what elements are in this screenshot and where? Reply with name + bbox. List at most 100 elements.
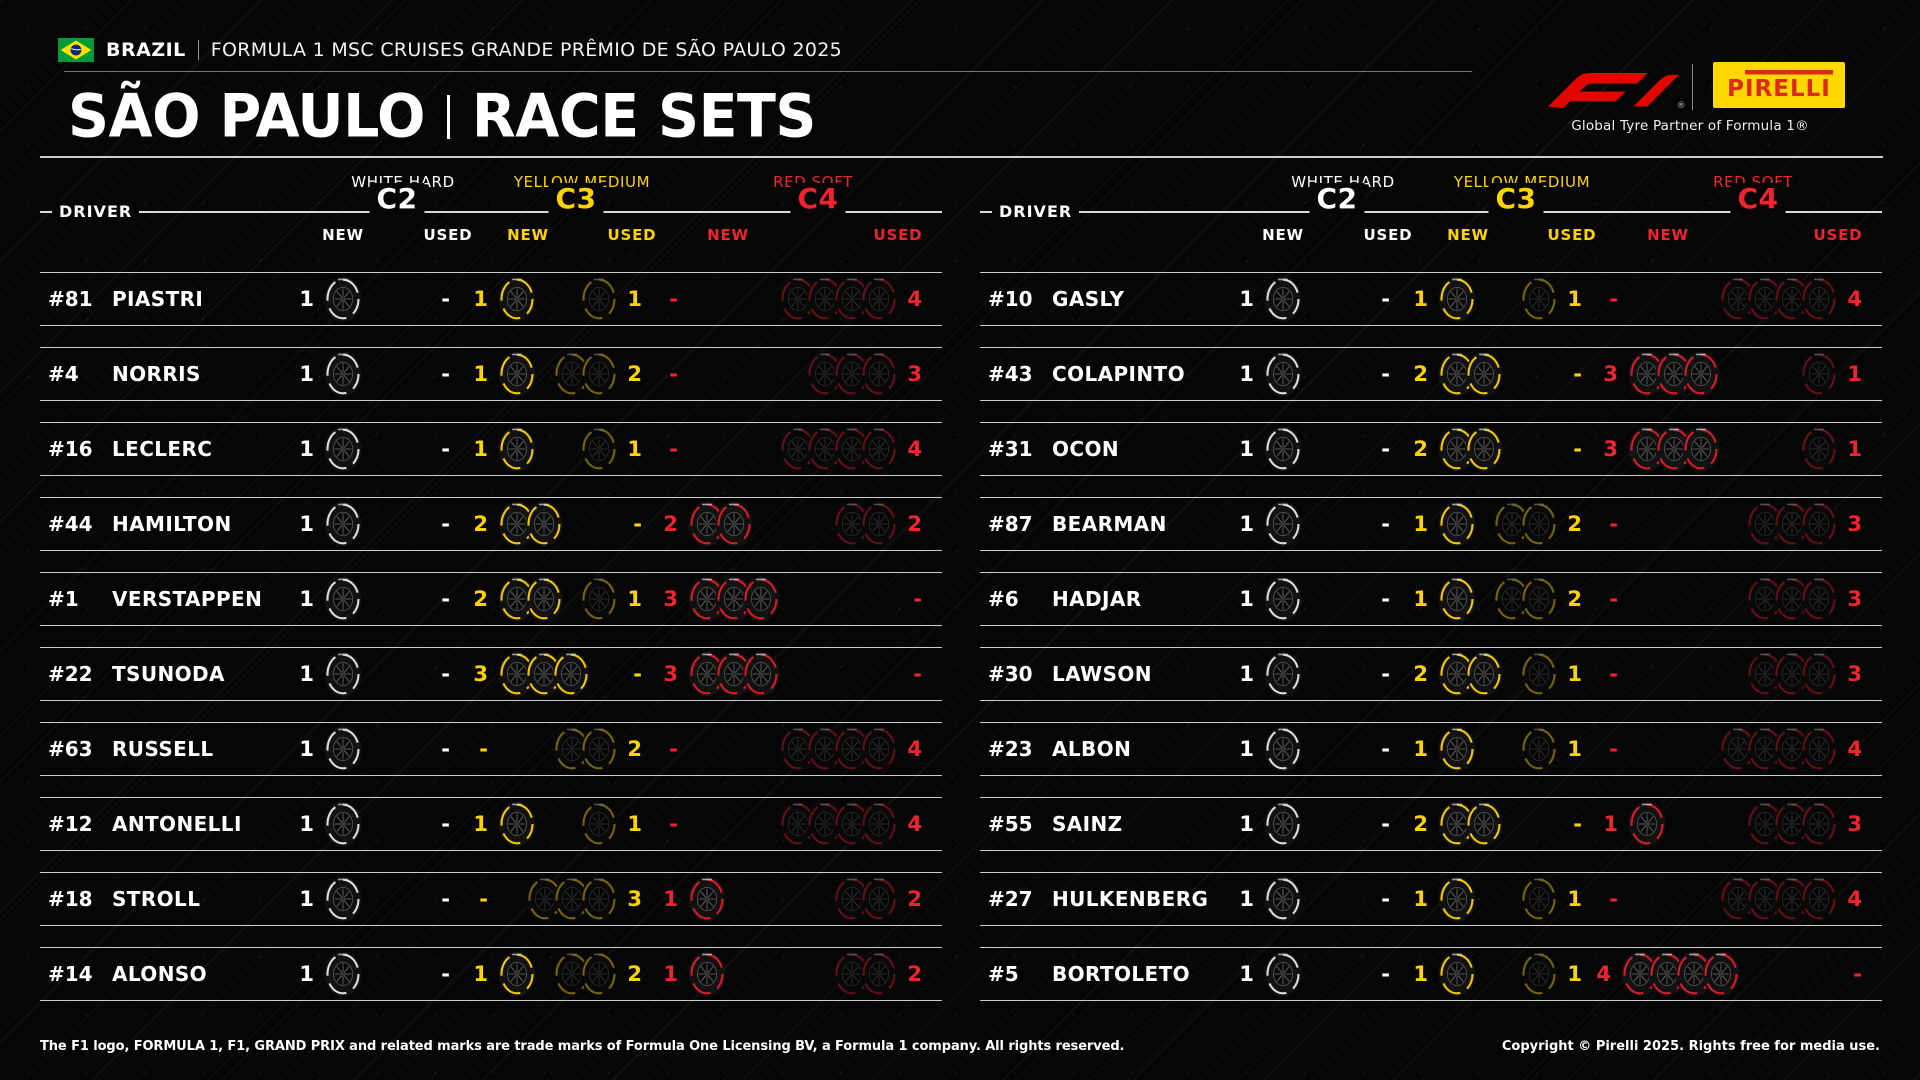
c2-used-cell: - bbox=[340, 648, 450, 700]
c4-new-cell: - bbox=[1500, 723, 1740, 775]
tyre-icon bbox=[1746, 651, 1784, 697]
tyre-icon bbox=[1520, 726, 1558, 772]
c2-new-cell: 1 bbox=[210, 348, 410, 400]
c4-used-cell: - bbox=[690, 648, 922, 700]
driver-name: ALBON bbox=[1052, 737, 1132, 761]
tyre-icon bbox=[324, 876, 362, 922]
c3-new-count: 1 bbox=[1413, 736, 1428, 761]
tyre-icon bbox=[1264, 951, 1302, 997]
tyre-icon bbox=[1438, 276, 1476, 322]
c2-new-count: 1 bbox=[299, 436, 314, 461]
c2-new-tyres bbox=[1264, 726, 1302, 772]
driver-name: PIASTRI bbox=[112, 287, 204, 311]
c2-new-cell: 1 bbox=[1150, 948, 1350, 1000]
driver-number: #22 bbox=[48, 662, 93, 686]
c4-used-count: 3 bbox=[1847, 811, 1862, 836]
tyre-icon bbox=[525, 576, 563, 622]
driver-number: #31 bbox=[988, 437, 1033, 461]
c3-used-count: 1 bbox=[1567, 886, 1582, 911]
c2-new-count: 1 bbox=[1239, 661, 1254, 686]
column-header-driver: DRIVER bbox=[52, 201, 140, 223]
tyre-icon bbox=[1264, 576, 1302, 622]
tyre-icon bbox=[324, 501, 362, 547]
c3-used-count: 1 bbox=[627, 436, 642, 461]
c3-used-count: - bbox=[1573, 811, 1582, 836]
tyre-icon bbox=[1682, 426, 1720, 472]
c3-new-tyres bbox=[1438, 876, 1476, 922]
c4-used-count: - bbox=[913, 586, 922, 611]
header-rule bbox=[64, 71, 1472, 72]
tyre-icon bbox=[860, 951, 898, 997]
c4-new-cell: 3 bbox=[560, 648, 800, 700]
c2-used-cell: - bbox=[1280, 723, 1390, 775]
table-header-rule bbox=[40, 211, 942, 213]
c4-new-cell: - bbox=[560, 348, 800, 400]
c3-used-cell: - bbox=[1430, 348, 1582, 400]
c3-new-cell: 2 bbox=[370, 573, 600, 625]
compound-code-c2: C2 bbox=[1309, 183, 1365, 214]
tyre-icon bbox=[1465, 651, 1503, 697]
c2-new-count: 1 bbox=[299, 361, 314, 386]
c3-new-cell: 1 bbox=[1310, 498, 1540, 550]
c2-new-count: 1 bbox=[1239, 436, 1254, 461]
c4-used-cell: 3 bbox=[1630, 573, 1862, 625]
table-row: #43 COLAPINTO 1 -2 -3 bbox=[980, 347, 1882, 401]
driver-name: BEARMAN bbox=[1052, 512, 1167, 536]
c2-new-tyres bbox=[1264, 951, 1302, 997]
c2-used-cell: - bbox=[1280, 648, 1390, 700]
title-subject: RACE SETS bbox=[471, 82, 817, 151]
c4-used-tyres bbox=[1746, 576, 1838, 622]
tyre-icon bbox=[498, 276, 536, 322]
c4-new-cell: - bbox=[560, 423, 800, 475]
c4-used-cell: 4 bbox=[690, 273, 922, 325]
c3-new-cell: 2 bbox=[1310, 798, 1540, 850]
tyre-icon bbox=[833, 801, 871, 847]
c2-used-cell: - bbox=[1280, 948, 1390, 1000]
title-separator bbox=[446, 95, 450, 139]
c4-used-cell: - bbox=[1630, 948, 1862, 1000]
c4-used-tyres bbox=[1746, 651, 1838, 697]
tyre-icon bbox=[324, 651, 362, 697]
c4-used-tyres bbox=[779, 801, 898, 847]
tyre-icon bbox=[742, 576, 780, 622]
driver-name: HAMILTON bbox=[112, 512, 232, 536]
c2-new-tyres bbox=[324, 501, 362, 547]
c2-new-cell: 1 bbox=[210, 873, 410, 925]
c3-used-count: 3 bbox=[627, 886, 642, 911]
c4-used-tyres bbox=[806, 351, 898, 397]
table-row: #44 HAMILTON 1 -2 -2 bbox=[40, 497, 942, 551]
c4-new-tyres bbox=[688, 876, 726, 922]
c3-used-tyres bbox=[580, 576, 618, 622]
c3-used-cell: - bbox=[1430, 798, 1582, 850]
tyre-icon bbox=[1438, 876, 1476, 922]
c3-new-cell: 1 bbox=[1310, 723, 1540, 775]
compound-code-c3: C3 bbox=[1488, 183, 1544, 214]
c2-new-cell: 1 bbox=[210, 573, 410, 625]
tyre-icon bbox=[688, 576, 726, 622]
c3-used-cell: - bbox=[490, 498, 642, 550]
c3-new-cell: 1 bbox=[1310, 273, 1540, 325]
tyre-icon bbox=[1264, 876, 1302, 922]
subheader-new-c4: NEW bbox=[1647, 226, 1689, 244]
tyre-icon bbox=[715, 576, 753, 622]
c2-new-count: 1 bbox=[299, 961, 314, 986]
driver-number: #4 bbox=[48, 362, 79, 386]
tyre-icon bbox=[1800, 501, 1838, 547]
table-row: #16 LECLERC 1 -1 1- bbox=[40, 422, 942, 476]
c3-used-cell: - bbox=[1430, 423, 1582, 475]
c4-new-count: 2 bbox=[663, 511, 678, 536]
tyre-icon bbox=[1682, 351, 1720, 397]
c3-used-count: 1 bbox=[627, 586, 642, 611]
c4-new-cell: 4 bbox=[1500, 948, 1740, 1000]
tyre-icon bbox=[525, 501, 563, 547]
c3-used-cell: 2 bbox=[1430, 498, 1582, 550]
c4-used-tyres bbox=[833, 951, 898, 997]
subheader-used-c2: USED bbox=[423, 226, 473, 244]
c2-used-count: - bbox=[1381, 511, 1390, 536]
tyre-icon bbox=[1628, 801, 1666, 847]
tyre-icon bbox=[1773, 276, 1811, 322]
c3-used-count: 1 bbox=[627, 811, 642, 836]
f1-logo-icon: ® bbox=[1548, 73, 1685, 110]
subheader-new-c3: NEW bbox=[507, 226, 549, 244]
column-header-driver: DRIVER bbox=[992, 201, 1080, 223]
